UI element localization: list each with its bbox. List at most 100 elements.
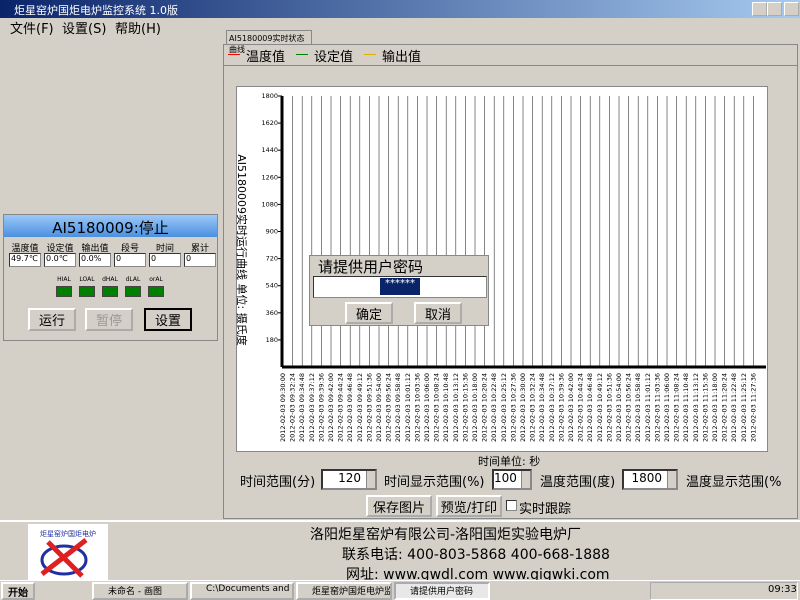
time-range-input[interactable]: 120 (321, 469, 377, 490)
x-tick-label: 2012-02-03 10:54:00 (615, 373, 623, 442)
time-display-input[interactable]: 100 (492, 469, 532, 490)
spinner[interactable] (667, 471, 676, 488)
password-value: ****** (380, 278, 420, 295)
x-tick-label: 2012-02-03 10:39:36 (557, 373, 565, 442)
menu-item[interactable]: 文件(F) (10, 22, 54, 37)
x-tick-label: 2012-02-03 10:18:00 (471, 373, 479, 442)
start-button[interactable]: 开始 (1, 582, 35, 600)
alarm-label: LOAL (79, 276, 95, 283)
x-tick-label: 2012-02-03 09:37:12 (308, 373, 316, 442)
phone: 联系电话: 400-803-5868 400-668-1888 (342, 547, 610, 563)
x-tick-label: 2012-02-03 10:37:12 (548, 373, 556, 442)
logo-ring (40, 544, 88, 576)
x-tick-label: 2012-02-03 09:32:24 (289, 373, 297, 442)
x-tick-label: 2012-02-03 11:27:36 (749, 373, 757, 442)
y-tick-label: 1440 (261, 146, 278, 154)
control-label: 温度显示范围(% (686, 475, 782, 490)
checkbox[interactable] (506, 500, 517, 511)
x-tick-label: 2012-02-03 10:10:48 (442, 373, 450, 442)
x-tick-label: 2012-02-03 11:03:36 (653, 373, 661, 442)
x-tick-label: 2012-02-03 10:20:24 (481, 373, 489, 442)
y-tick-label: 540 (266, 282, 278, 290)
x-tick-label: 2012-02-03 11:25:12 (740, 373, 748, 442)
minimize-button[interactable] (752, 2, 767, 16)
temp-range-input[interactable]: 1800 (622, 469, 678, 490)
legend-swatch (228, 54, 240, 55)
close-button[interactable] (784, 2, 799, 16)
x-tick-label: 2012-02-03 11:01:12 (644, 373, 652, 442)
spinner[interactable] (521, 471, 530, 488)
x-tick-label: 2012-02-03 11:20:24 (721, 373, 729, 442)
password-dialog: 请提供用户密码 ****** 确定 取消 (309, 255, 489, 326)
input-value: 1800 (631, 471, 662, 485)
x-tick-label: 2012-02-03 10:34:48 (538, 373, 546, 442)
print-button[interactable]: 预览/打印 (436, 495, 502, 517)
x-axis-label: 时间单位: 秒 (478, 455, 541, 468)
run-button[interactable]: 运行 (28, 308, 76, 331)
task-button[interactable]: C:\Documents and Se... (190, 582, 294, 600)
chart-panel (223, 44, 798, 519)
x-tick-label: 2012-02-03 09:51:36 (365, 373, 373, 442)
legend-label: 温度值 (246, 50, 286, 65)
window-title: 炬星窑炉国炬电炉监控系统 1.0版 (14, 4, 178, 17)
taskbar: 开始 未命名 - 画图 C:\Documents and Se... 炬星窑炉国… (0, 580, 800, 600)
field-label: 时间 (155, 244, 174, 254)
x-tick-label: 2012-02-03 09:49:12 (356, 373, 364, 442)
x-tick-label: 2012-02-03 09:30:00 (279, 373, 287, 442)
legend-swatch (364, 54, 376, 55)
x-tick-label: 2012-02-03 11:13:12 (692, 373, 700, 442)
alarm-label: dLAL (125, 276, 141, 283)
x-tick-label: 2012-02-03 10:30:00 (519, 373, 527, 442)
x-tick-label: 2012-02-03 11:10:48 (682, 373, 690, 442)
input-value: 120 (338, 471, 361, 485)
control-label: 时间范围(分) (240, 475, 316, 490)
tab[interactable]: AI5180009实时状态曲线 (226, 30, 312, 54)
y-tick-label: 720 (266, 255, 278, 263)
cancel-button[interactable]: 取消 (414, 302, 462, 324)
menu-bar: 文件(F) 设置(S) 帮助(H) (0, 18, 800, 37)
x-tick-label: 2012-02-03 11:08:24 (673, 373, 681, 442)
x-tick-label: 2012-02-03 09:42:00 (327, 373, 335, 442)
y-tick-label: 180 (266, 336, 278, 344)
alarm-indicator (79, 286, 95, 297)
chart: AI5180009实时运行曲线 单位: 摄氏度 2012-02-03 09:30:… (236, 92, 766, 442)
x-tick-label: 2012-02-03 10:58:48 (634, 373, 642, 442)
ok-button[interactable]: 确定 (345, 302, 393, 324)
y-tick-label: 1620 (261, 119, 278, 127)
maximize-button[interactable] (767, 2, 782, 16)
legend-swatch (296, 54, 308, 55)
menu-item[interactable]: 帮助(H) (115, 22, 161, 37)
task-button[interactable]: 未命名 - 画图 (92, 582, 188, 600)
y-axis-label: AI5180009实时运行曲线 单位: 摄氏度 (236, 154, 249, 345)
field-label: 累计 (190, 244, 209, 254)
company: 洛阳炬星窑炉有限公司-洛阳国炬实验电炉厂 (310, 527, 582, 543)
legend: 温度值 设定值 输出值 (228, 46, 628, 65)
x-tick-label: 2012-02-03 09:34:48 (298, 373, 306, 442)
x-tick-label: 2012-02-03 11:15:36 (701, 373, 709, 442)
x-tick-label: 2012-02-03 09:56:24 (385, 373, 393, 442)
x-tick-label: 2012-02-03 10:06:00 (423, 373, 431, 442)
save-image-button[interactable]: 保存图片 (366, 495, 432, 517)
x-tick-label: 2012-02-03 10:56:24 (625, 373, 633, 442)
x-tick-label: 2012-02-03 09:54:00 (375, 373, 383, 442)
clock: 09:33 (768, 584, 797, 595)
x-tick-label: 2012-02-03 10:13:12 (452, 373, 460, 442)
menu-item[interactable]: 设置(S) (62, 22, 107, 37)
settings-button[interactable]: 设置 (144, 308, 192, 331)
y-tick-label: 360 (266, 309, 278, 317)
status-panel: AI5180009:停止 运行 暂停 设置 温度值 49.7℃ 设定值 0.0℃ 输出值… (3, 214, 218, 341)
alarm-indicator (102, 286, 118, 297)
spinner[interactable] (366, 471, 375, 488)
alarm-label: HIAL (57, 276, 71, 283)
alarm-indicator (56, 286, 72, 297)
alarm-label: dHAL (102, 276, 118, 283)
input-value: 100 (494, 471, 517, 485)
x-tick-label: 2012-02-03 09:39:36 (317, 373, 325, 442)
field-label: 段号 (120, 244, 139, 254)
task-button[interactable]: 请提供用户密码 (394, 582, 490, 600)
field-value: 0 (114, 253, 146, 267)
y-tick-label: 1260 (261, 173, 278, 181)
alarm-indicator (148, 286, 164, 297)
status-header (4, 215, 217, 237)
task-button[interactable]: 炬星窑炉国炬电炉监... (296, 582, 392, 600)
